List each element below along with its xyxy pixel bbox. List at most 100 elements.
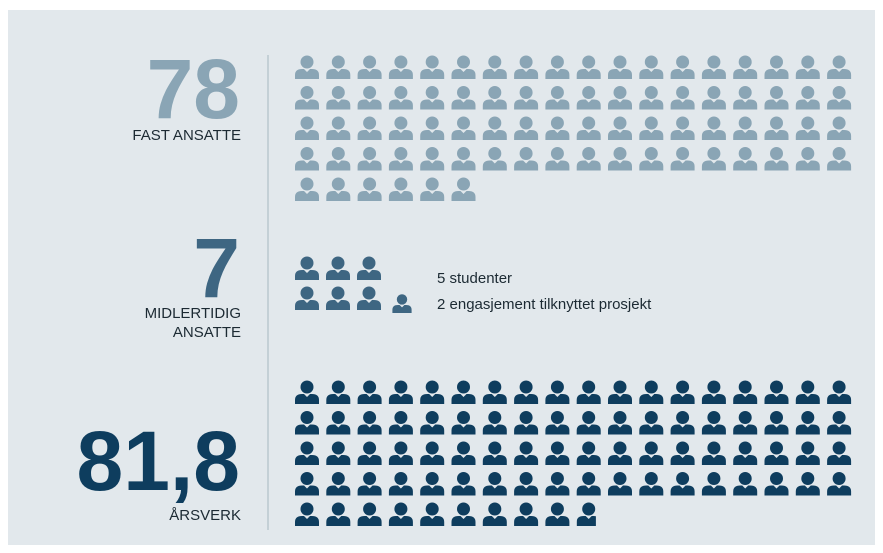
person-icon	[795, 472, 820, 496]
icon-head	[550, 441, 564, 455]
icon-head	[832, 147, 846, 160]
icon-body	[326, 69, 351, 79]
icon-head	[676, 147, 690, 160]
icon-body	[482, 424, 507, 435]
icon-body	[639, 485, 664, 496]
icon-head	[582, 441, 596, 455]
person-icon	[608, 380, 632, 404]
person-icon	[639, 116, 664, 140]
person-icon	[482, 411, 507, 435]
person-icon	[639, 472, 664, 496]
icon-head	[644, 86, 658, 99]
icon-body	[420, 394, 445, 404]
person-icon	[357, 116, 382, 140]
icon-head	[613, 116, 627, 130]
icon-body	[295, 99, 319, 110]
icon-head	[770, 411, 783, 424]
icon-body	[827, 394, 852, 404]
icon-head	[331, 177, 345, 191]
icon-body	[482, 69, 507, 79]
person-icon	[295, 147, 319, 171]
icon-body	[733, 455, 758, 465]
icon-head	[300, 256, 314, 270]
icon-head	[644, 441, 658, 455]
icon-head	[738, 441, 752, 455]
icon-head	[363, 177, 377, 191]
icon-body	[545, 160, 570, 171]
person-icon	[295, 472, 319, 496]
icon-body	[451, 516, 476, 526]
icon-head	[362, 256, 376, 270]
icon-head	[425, 502, 439, 516]
icon-head	[801, 147, 815, 160]
person-icon	[608, 472, 632, 496]
person-icon	[420, 502, 445, 526]
person-icon	[357, 256, 381, 280]
icon-body	[795, 394, 820, 404]
person-icon	[295, 411, 319, 435]
person-icon	[326, 286, 350, 310]
person-icon	[451, 411, 476, 435]
person-icon	[514, 55, 539, 79]
icon-body	[388, 160, 413, 171]
icon-head	[707, 55, 721, 69]
icon-head	[738, 86, 752, 99]
icon-body	[764, 394, 789, 404]
icon-body	[295, 270, 319, 280]
person-icon	[326, 86, 351, 110]
icon-body	[357, 130, 382, 140]
person-icon	[420, 472, 445, 496]
icon-head	[770, 147, 783, 160]
icon-body	[295, 424, 319, 435]
icon-head	[425, 441, 439, 455]
person-icon	[420, 177, 445, 201]
person-icon	[670, 472, 695, 496]
icon-body	[795, 69, 820, 79]
person-icon	[827, 380, 852, 404]
icon-head	[425, 86, 439, 99]
icon-head	[770, 55, 783, 69]
person-icon	[388, 177, 413, 201]
icon-head	[519, 380, 533, 394]
icon-head	[363, 411, 377, 424]
person-icon	[827, 441, 852, 465]
icon-head	[488, 116, 502, 130]
icon-head	[300, 286, 314, 300]
person-icon	[451, 380, 476, 404]
icon-head	[738, 55, 752, 69]
icon-head	[550, 147, 564, 160]
person-icon	[357, 411, 382, 435]
icon-body	[670, 130, 695, 140]
icon-body	[388, 99, 413, 110]
person-icon	[451, 177, 476, 201]
icon-body	[764, 69, 789, 79]
icon-body	[701, 455, 726, 465]
note: 5 studenter	[437, 270, 512, 287]
person-icon	[514, 411, 539, 435]
person-icon	[326, 441, 351, 465]
icon-head	[582, 147, 596, 160]
icon-body	[357, 69, 382, 79]
icon-body	[388, 130, 413, 140]
icon-body	[451, 485, 476, 496]
icon-body	[701, 69, 726, 79]
icon-head	[457, 147, 470, 160]
person-icon	[451, 116, 476, 140]
icon-head	[457, 86, 470, 99]
icon-head	[331, 441, 345, 455]
icon-head	[613, 55, 627, 69]
icon-head	[300, 116, 314, 130]
icon-body	[326, 270, 350, 280]
person-icon	[545, 502, 570, 526]
person-icon	[733, 380, 758, 404]
person-icon	[701, 116, 726, 140]
icon-head	[644, 116, 658, 130]
icon-body	[514, 516, 539, 526]
person-icon	[670, 411, 695, 435]
panel	[8, 10, 875, 545]
icon-head	[394, 177, 408, 191]
icon-head	[425, 380, 439, 394]
person-icon	[576, 441, 601, 465]
icon-body	[670, 455, 695, 465]
icon-head	[457, 55, 470, 69]
